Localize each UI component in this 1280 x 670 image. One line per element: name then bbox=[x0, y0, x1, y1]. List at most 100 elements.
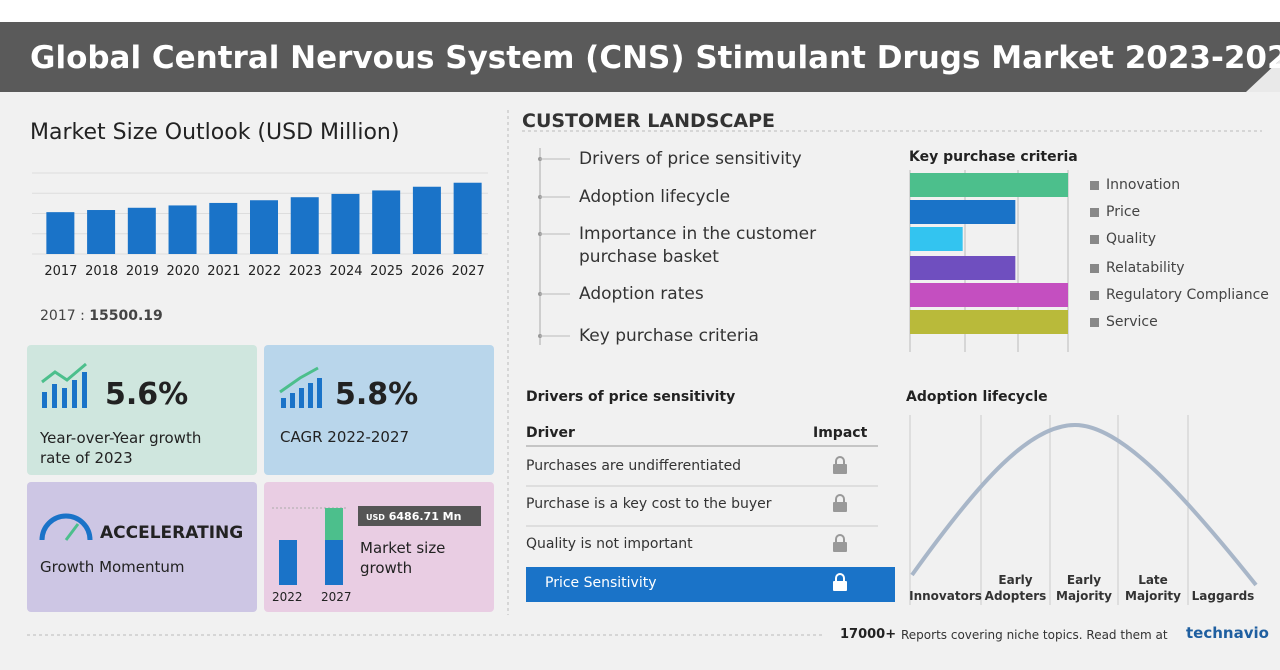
bar bbox=[87, 210, 116, 254]
stage-label: Laggards bbox=[1191, 589, 1255, 603]
corner-fold bbox=[1246, 60, 1280, 92]
bar bbox=[453, 182, 482, 254]
lock-icon bbox=[835, 456, 845, 464]
increment: 6486.71 Mn bbox=[388, 510, 462, 523]
bar bbox=[372, 190, 401, 254]
x-tick-label: 2023 bbox=[288, 264, 322, 279]
driver-row: Purchases are undifferentiated bbox=[526, 458, 742, 474]
driver-row: Quality is not important bbox=[526, 536, 693, 552]
section-title: Drivers of price sensitivity bbox=[526, 389, 736, 405]
x-tick-label: 2021 bbox=[207, 264, 241, 279]
lock-icon bbox=[833, 581, 847, 591]
x-tick-label: 2017 bbox=[44, 264, 78, 279]
column-header: Impact bbox=[813, 425, 868, 441]
lock-icon bbox=[833, 542, 847, 552]
x-tick-label: 2024 bbox=[329, 264, 363, 279]
bar bbox=[168, 205, 197, 254]
speedometer-icon bbox=[39, 513, 93, 541]
cagr-icon bbox=[279, 366, 322, 408]
legend-swatch bbox=[1090, 291, 1099, 300]
kpi-label: CAGR 2022-2027 bbox=[280, 428, 410, 446]
legend-label: Price bbox=[1106, 204, 1141, 220]
year-label: 2022 bbox=[272, 590, 303, 604]
landscape-item: Adoption lifecycle bbox=[579, 187, 731, 207]
base-year-value: 15500.19 bbox=[89, 308, 163, 324]
adoption-chart bbox=[909, 415, 1258, 605]
x-tick-label: 2027 bbox=[451, 264, 485, 279]
stage-label: Late Majority bbox=[1125, 573, 1181, 603]
kpi-value: 5.6% bbox=[105, 377, 189, 412]
bar bbox=[209, 202, 238, 254]
landscape-item: Key purchase criteria bbox=[579, 326, 759, 346]
legend-label: Relatability bbox=[1106, 260, 1185, 276]
footer-count: 17000+ bbox=[840, 627, 897, 642]
x-tick-label: 2026 bbox=[410, 264, 444, 279]
page-title: Global Central Nervous System (CNS) Stim… bbox=[30, 40, 1280, 76]
lock-icon bbox=[835, 534, 845, 542]
kpi-label: Growth Momentum bbox=[40, 558, 185, 576]
kpi-card bbox=[264, 345, 494, 475]
stage-label: Early Majority bbox=[1056, 573, 1112, 603]
section-title: Adoption lifecycle bbox=[906, 389, 1048, 405]
x-tick-label: 2025 bbox=[370, 264, 404, 279]
legend-swatch bbox=[1090, 318, 1099, 327]
legend-swatch bbox=[1090, 181, 1099, 190]
bar bbox=[250, 200, 278, 254]
section-title: CUSTOMER LANDSCAPE bbox=[522, 110, 776, 132]
legend-label: Innovation bbox=[1106, 177, 1181, 193]
table-lines bbox=[526, 445, 878, 527]
legend-label: Service bbox=[1106, 314, 1158, 330]
x-tick-label: 2020 bbox=[166, 264, 200, 279]
growth-mini-chart bbox=[272, 506, 481, 585]
year-label: 2027 bbox=[321, 590, 352, 604]
chart-title: Key purchase criteria bbox=[909, 149, 1078, 165]
x-tick-label: 2018 bbox=[85, 264, 119, 279]
legend-swatch bbox=[1090, 208, 1099, 217]
column-header: Driver bbox=[526, 425, 575, 441]
kpi-label: Market size growth bbox=[360, 539, 446, 577]
base-year-label: 2017 bbox=[40, 308, 76, 324]
title-bar bbox=[0, 22, 1280, 92]
legend-swatch bbox=[1090, 235, 1099, 244]
bar bbox=[290, 197, 319, 254]
stage-label: Early Adopters bbox=[984, 573, 1047, 603]
kpi-label: Year-over-Year growth rate of 2023 bbox=[40, 429, 202, 467]
kpi-value: ACCELERATING bbox=[100, 523, 244, 543]
top-margin bbox=[0, 0, 1280, 22]
bar bbox=[910, 256, 1016, 280]
bar bbox=[412, 186, 441, 254]
driver-row: Price Sensitivity bbox=[545, 575, 657, 591]
x-tick-label: 2022 bbox=[248, 264, 282, 279]
footer-text: Reports covering niche topics. Read them… bbox=[901, 628, 1168, 642]
lock-icon bbox=[833, 502, 847, 512]
landscape-item: Drivers of price sensitivity bbox=[579, 149, 802, 169]
stage-label: Innovators bbox=[909, 589, 982, 603]
legend-swatch bbox=[1090, 264, 1099, 273]
bar bbox=[910, 173, 1068, 197]
chart-title: Market Size Outlook (USD Million) bbox=[30, 120, 400, 145]
growth-value: USD 6486.71 Mn bbox=[366, 510, 461, 523]
bar bbox=[46, 212, 75, 254]
landscape-item: Importance in the customer purchase bask… bbox=[579, 224, 817, 267]
x-tick-label: 2019 bbox=[125, 264, 159, 279]
kpi-value: 5.8% bbox=[335, 377, 419, 412]
growth-icon bbox=[41, 362, 87, 408]
currency: USD bbox=[366, 513, 385, 522]
brand: technavio bbox=[1186, 624, 1269, 642]
bar bbox=[127, 207, 156, 254]
bar bbox=[331, 193, 360, 254]
kpi-card bbox=[27, 482, 257, 612]
legend-label: Quality bbox=[1106, 231, 1157, 247]
driver-row: Purchase is a key cost to the buyer bbox=[526, 496, 772, 512]
lock-icon bbox=[835, 573, 845, 581]
bar bbox=[910, 227, 963, 251]
bar bbox=[910, 310, 1068, 334]
bar bbox=[910, 200, 1016, 224]
landscape-item: Adoption rates bbox=[579, 284, 704, 304]
lock-icon bbox=[835, 494, 845, 502]
base-year: 2017 : 15500.19 bbox=[40, 308, 163, 324]
bar bbox=[910, 283, 1068, 307]
legend-label: Regulatory Compliance bbox=[1106, 287, 1269, 303]
